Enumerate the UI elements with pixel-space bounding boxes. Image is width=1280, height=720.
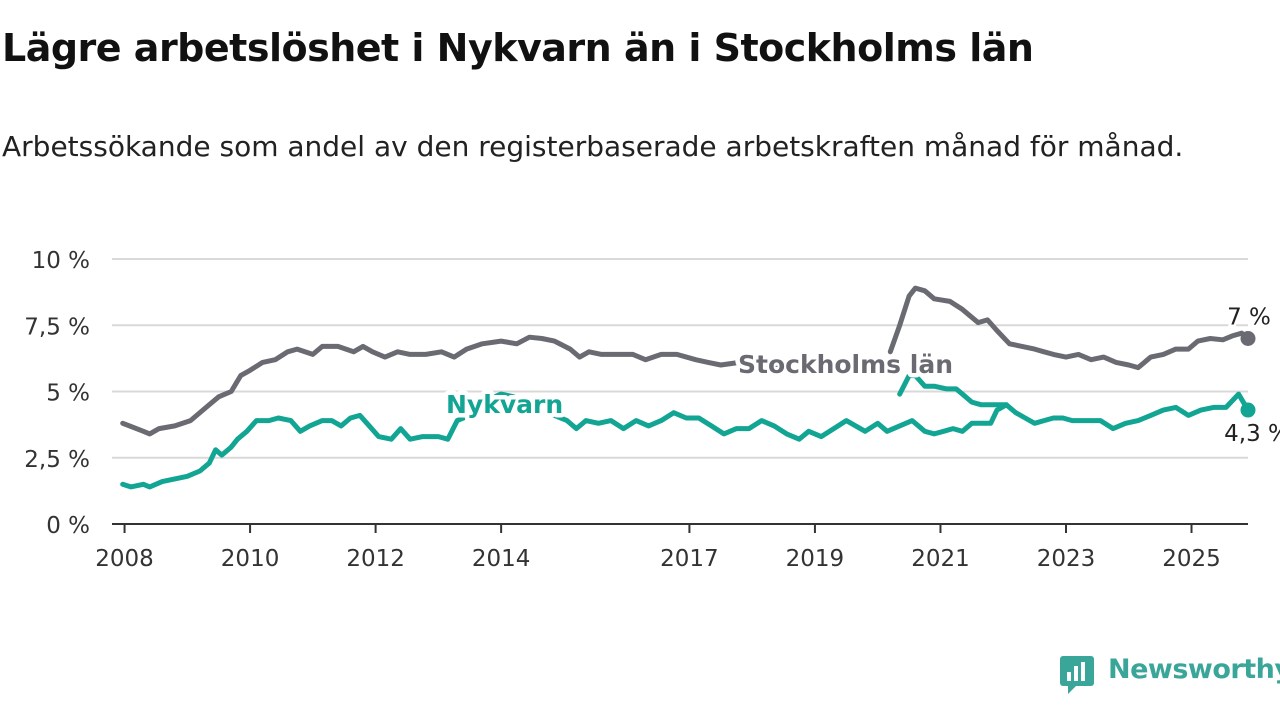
stockholm-end-label: 7 % [1227, 305, 1271, 331]
newsworthy-icon [1060, 656, 1094, 694]
nykvarn-series-label: Nykvarn [446, 390, 563, 419]
chart-subtitle: Arbetssökande som andel av den registerb… [2, 130, 1184, 163]
nykvarn-series-line [897, 373, 1251, 432]
series-labels: 7 % 4,3 % Stockholms län Nykvarn [442, 302, 1280, 450]
y-tick-label: 5 % [46, 381, 90, 407]
brand-name: Newsworthy [1108, 654, 1280, 685]
x-tick-label: 2017 [660, 546, 719, 572]
nykvarn-series-line [120, 391, 1009, 490]
y-axis-ticks: 0 % 2,5 % 5 % 7,5 % 10 % [24, 248, 90, 539]
x-tick-label: 2025 [1162, 546, 1221, 572]
nykvarn-end-point [1240, 402, 1256, 418]
nykvarn-end-label: 4,3 % [1224, 421, 1280, 447]
y-tick-label: 0 % [46, 513, 90, 539]
stockholm-series-line [120, 334, 849, 437]
x-tick-label: 2019 [786, 546, 845, 572]
y-tick-label: 2,5 % [24, 447, 90, 473]
gridlines [112, 258, 1248, 459]
y-tick-label: 7,5 % [24, 314, 90, 340]
x-axis: 2008 2010 2012 2014 2017 2019 2021 2023 2025 [95, 523, 1248, 572]
stockholm-series-line [887, 285, 1251, 371]
x-tick-label: 2021 [911, 546, 970, 572]
x-tick-label: 2012 [346, 546, 405, 572]
stockholm-series-label: Stockholms län [738, 350, 953, 379]
x-tick-label: 2014 [472, 546, 531, 572]
x-tick-label: 2023 [1037, 546, 1096, 572]
chart-title: Lägre arbetslöshet i Nykvarn än i Stockh… [2, 26, 1034, 70]
brand-logo: Newsworthy [1058, 654, 1280, 698]
x-tick-label: 2008 [95, 546, 154, 572]
x-tick-label: 2010 [221, 546, 280, 572]
y-tick-label: 10 % [32, 248, 90, 274]
series-lines [120, 285, 1256, 490]
stockholm-end-point [1240, 331, 1256, 346]
